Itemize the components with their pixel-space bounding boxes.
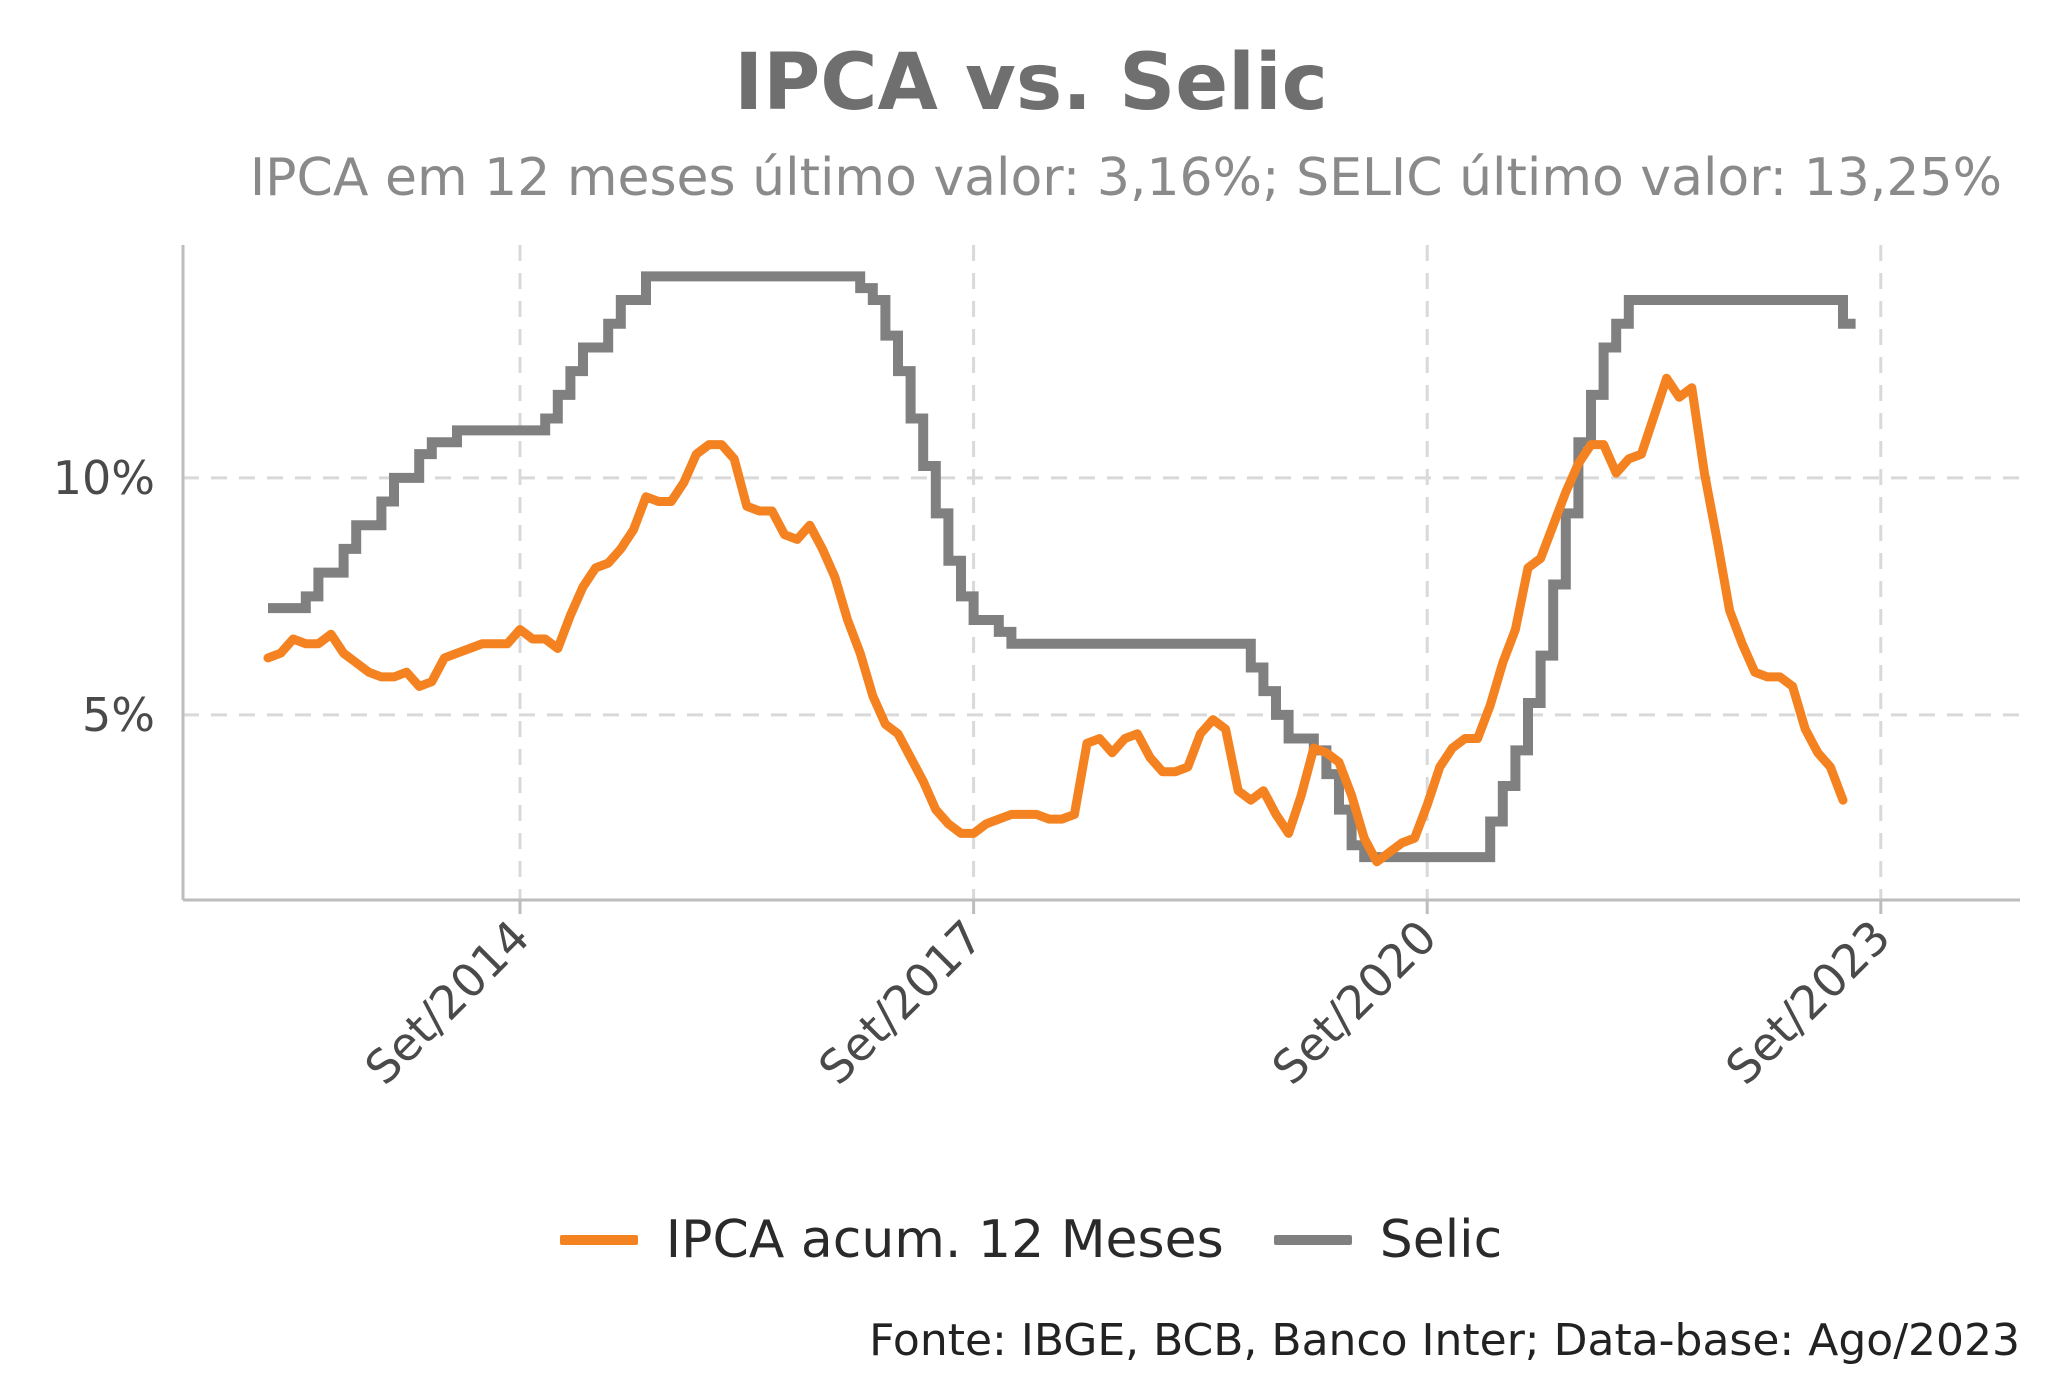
legend-label-ipca: IPCA acum. 12 Meses	[665, 1210, 1224, 1270]
legend-item-selic: Selic	[1273, 1210, 1503, 1270]
series-line-ipca	[263, 373, 1848, 867]
grid-lines	[183, 245, 2020, 900]
x-tick-label: Set/2020	[1262, 910, 1447, 1095]
x-tick-label: Set/2023	[1715, 910, 1900, 1095]
legend-label-selic: Selic	[1379, 1210, 1503, 1270]
x-tick-label: Set/2014	[354, 910, 539, 1095]
series-line-selic	[268, 271, 1856, 863]
x-tick-label: Set/2017	[808, 910, 993, 1095]
legend: IPCA acum. 12 Meses Selic	[0, 1210, 2062, 1270]
axes	[181, 245, 2020, 914]
y-tick-label: 10%	[53, 451, 155, 505]
source-note: Fonte: IBGE, BCB, Banco Inter; Data-base…	[869, 1315, 2020, 1366]
legend-item-ipca: IPCA acum. 12 Meses	[559, 1210, 1224, 1270]
chart-title: IPCA vs. Selic	[734, 38, 1328, 128]
legend-swatch-ipca	[559, 1235, 638, 1245]
y-tick-label: 5%	[82, 688, 155, 742]
legend-swatch-selic	[1273, 1235, 1352, 1245]
series-lines	[263, 271, 1856, 867]
chart-plot-area: Set/2014 Set/2017 Set/2020 Set/2023 5% 10%	[53, 245, 2020, 1095]
tick-labels: Set/2014 Set/2017 Set/2020 Set/2023 5% 10%	[53, 451, 1901, 1095]
chart-subtitle: IPCA em 12 meses último valor: 3,16%; SE…	[249, 148, 2002, 208]
